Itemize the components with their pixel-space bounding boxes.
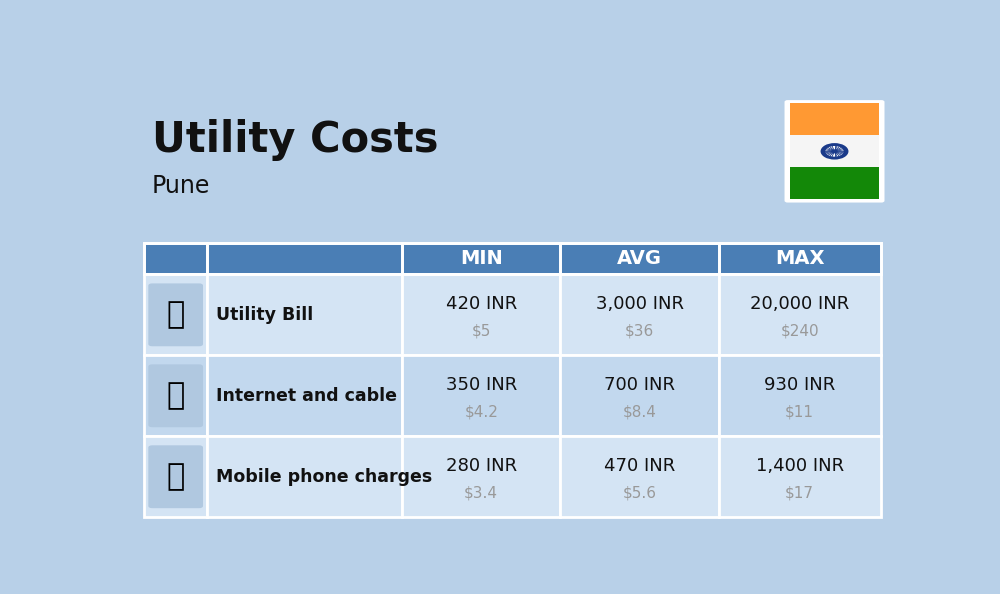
Bar bbox=[207, 243, 402, 274]
Text: 930 INR: 930 INR bbox=[764, 376, 835, 394]
Circle shape bbox=[831, 149, 838, 153]
Text: 📶: 📶 bbox=[167, 381, 185, 410]
Bar bbox=[144, 436, 207, 517]
Bar bbox=[560, 243, 719, 274]
Text: 20,000 INR: 20,000 INR bbox=[750, 295, 849, 313]
Text: Internet and cable: Internet and cable bbox=[216, 387, 397, 405]
Bar bbox=[719, 274, 881, 355]
Bar bbox=[560, 355, 719, 436]
Text: $36: $36 bbox=[625, 324, 654, 339]
FancyBboxPatch shape bbox=[148, 283, 203, 346]
Text: 1,400 INR: 1,400 INR bbox=[756, 457, 844, 475]
Bar bbox=[402, 243, 560, 274]
Text: $11: $11 bbox=[785, 405, 814, 419]
Text: $3.4: $3.4 bbox=[464, 485, 498, 500]
Text: 350 INR: 350 INR bbox=[446, 376, 517, 394]
Text: 470 INR: 470 INR bbox=[604, 457, 675, 475]
Bar bbox=[560, 436, 719, 517]
Bar bbox=[719, 243, 881, 274]
Text: 280 INR: 280 INR bbox=[446, 457, 517, 475]
Text: MIN: MIN bbox=[460, 249, 503, 268]
Bar bbox=[207, 274, 402, 355]
Circle shape bbox=[821, 143, 848, 160]
Text: Mobile phone charges: Mobile phone charges bbox=[216, 467, 433, 486]
Text: 700 INR: 700 INR bbox=[604, 376, 675, 394]
Text: $8.4: $8.4 bbox=[623, 405, 656, 419]
Text: $5: $5 bbox=[472, 324, 491, 339]
FancyBboxPatch shape bbox=[785, 100, 885, 203]
Text: MAX: MAX bbox=[775, 249, 824, 268]
Circle shape bbox=[825, 146, 844, 157]
Bar bbox=[719, 355, 881, 436]
Bar bbox=[144, 243, 881, 274]
Bar bbox=[207, 436, 402, 517]
Text: Utility Bill: Utility Bill bbox=[216, 306, 314, 324]
Text: $17: $17 bbox=[785, 485, 814, 500]
Bar bbox=[144, 274, 207, 355]
Bar bbox=[402, 274, 560, 355]
Bar bbox=[560, 274, 719, 355]
Bar bbox=[402, 355, 560, 436]
FancyBboxPatch shape bbox=[148, 364, 203, 427]
Text: 🔧: 🔧 bbox=[167, 301, 185, 329]
Bar bbox=[144, 243, 207, 274]
Text: AVG: AVG bbox=[617, 249, 662, 268]
Bar bbox=[207, 355, 402, 436]
Text: $240: $240 bbox=[780, 324, 819, 339]
Text: 📱: 📱 bbox=[167, 462, 185, 491]
Text: 3,000 INR: 3,000 INR bbox=[596, 295, 684, 313]
Bar bbox=[144, 355, 207, 436]
Text: $4.2: $4.2 bbox=[464, 405, 498, 419]
Text: Utility Costs: Utility Costs bbox=[152, 119, 439, 162]
Bar bbox=[402, 436, 560, 517]
Bar bbox=[719, 436, 881, 517]
FancyBboxPatch shape bbox=[148, 446, 203, 508]
Text: Pune: Pune bbox=[152, 174, 210, 198]
Bar bbox=[790, 103, 879, 135]
Bar bbox=[790, 135, 879, 168]
Bar bbox=[790, 168, 879, 200]
Text: $5.6: $5.6 bbox=[623, 485, 657, 500]
Text: 420 INR: 420 INR bbox=[446, 295, 517, 313]
